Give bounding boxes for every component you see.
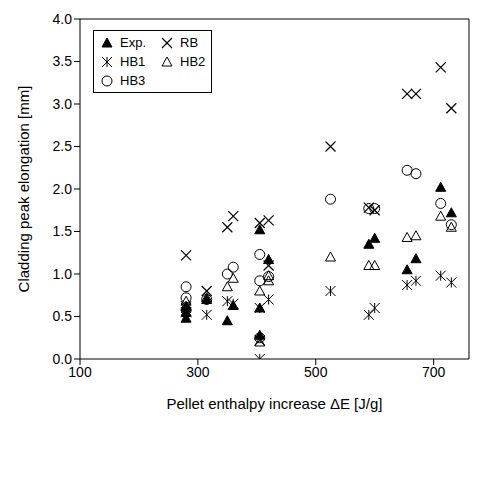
html-text:RB: RB (180, 35, 199, 50)
svg-text:1.5: 1.5 (53, 223, 73, 239)
svg-text:500: 500 (304, 364, 328, 380)
svg-text:1.0: 1.0 (53, 266, 73, 282)
svg-text:300: 300 (186, 364, 210, 380)
svg-text:2.0: 2.0 (53, 181, 73, 197)
svg-text:0.0: 0.0 (53, 351, 73, 367)
html-text:Exp.: Exp. (120, 35, 146, 50)
html-text:HB1: HB1 (120, 54, 146, 69)
svg-text:3.5: 3.5 (53, 53, 73, 69)
svg-text:100: 100 (68, 363, 92, 380)
html-text:HB2: HB2 (180, 54, 206, 69)
svg-text:4.0: 4.0 (53, 11, 73, 27)
svg-text:Pellet enthalpy increase ΔE [J: Pellet enthalpy increase ΔE [J/g] (167, 395, 383, 412)
svg-text:3.0: 3.0 (53, 96, 73, 112)
html-text:HB3: HB3 (120, 73, 146, 88)
svg-text:Cladding peak elongation [mm]: Cladding peak elongation [mm] (15, 86, 32, 293)
svg-text:700: 700 (422, 364, 446, 380)
svg-text:0.5: 0.5 (53, 308, 73, 324)
svg-text:2.5: 2.5 (53, 138, 73, 154)
